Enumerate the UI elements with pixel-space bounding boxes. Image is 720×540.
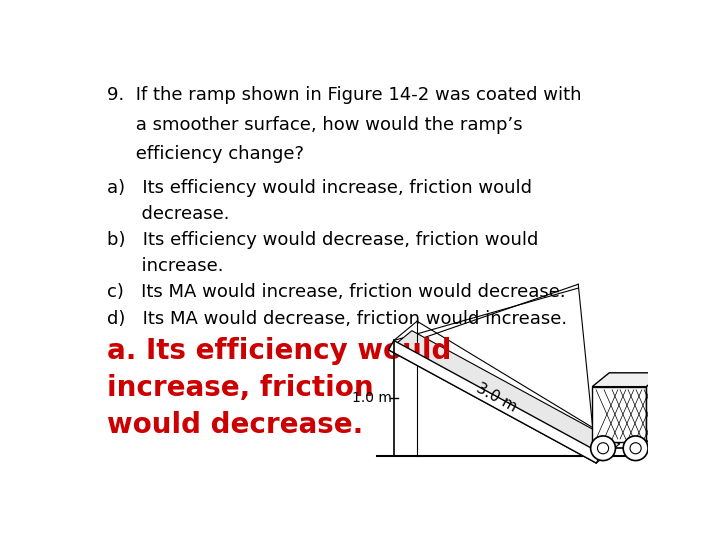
Polygon shape (389, 340, 601, 463)
Text: d)   Its MA would decrease, friction would increase.: d) Its MA would decrease, friction would… (107, 309, 567, 328)
Text: c)   Its MA would increase, friction would decrease.: c) Its MA would increase, friction would… (107, 284, 566, 301)
Polygon shape (593, 387, 647, 442)
Text: increase.: increase. (107, 257, 223, 275)
Text: 3.0 m: 3.0 m (474, 380, 519, 414)
Polygon shape (389, 330, 619, 463)
Polygon shape (593, 373, 664, 387)
Circle shape (630, 443, 642, 454)
Circle shape (598, 443, 608, 454)
Text: a smoother surface, how would the ramp’s: a smoother surface, how would the ramp’s (107, 116, 523, 133)
Text: 9.  If the ramp shown in Figure 14-2 was coated with: 9. If the ramp shown in Figure 14-2 was … (107, 86, 582, 104)
Text: a. Its efficiency would: a. Its efficiency would (107, 338, 451, 366)
Text: decrease.: decrease. (107, 205, 230, 223)
Circle shape (624, 436, 648, 461)
Circle shape (590, 436, 616, 461)
Text: 1.0 m: 1.0 m (352, 391, 392, 405)
Text: increase, friction: increase, friction (107, 374, 374, 402)
Text: a)   Its efficiency would increase, friction would: a) Its efficiency would increase, fricti… (107, 179, 532, 197)
Polygon shape (647, 373, 664, 442)
Text: would decrease.: would decrease. (107, 411, 364, 440)
Text: b)   Its efficiency would decrease, friction would: b) Its efficiency would decrease, fricti… (107, 231, 539, 249)
Text: efficiency change?: efficiency change? (107, 145, 304, 163)
